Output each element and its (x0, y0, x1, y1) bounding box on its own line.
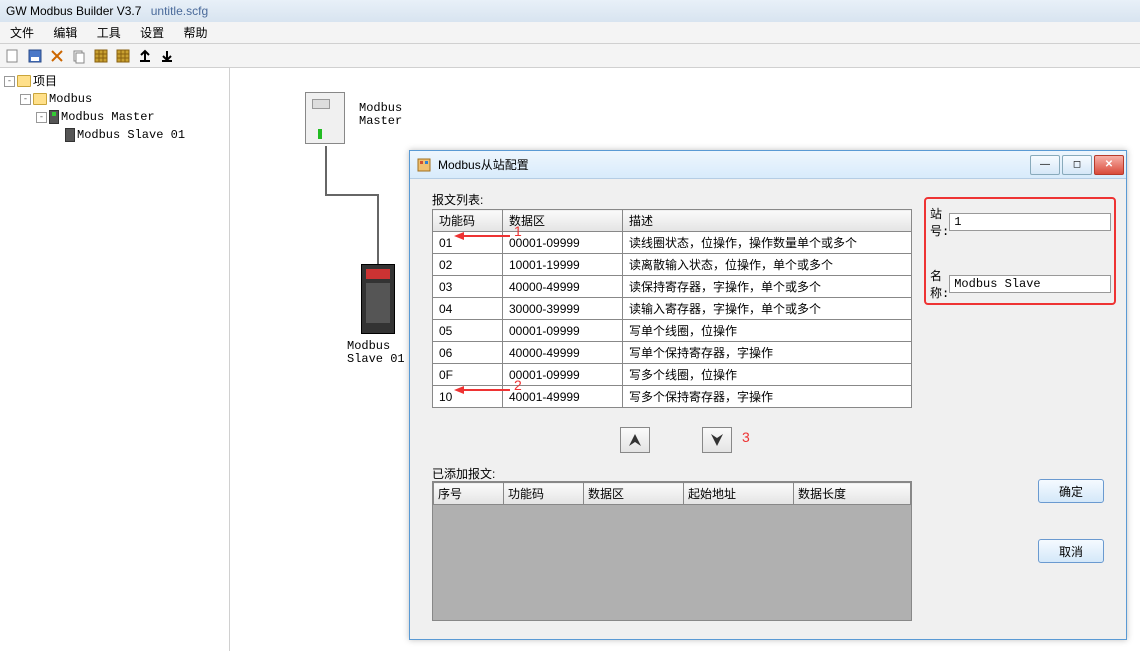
move-down-button[interactable] (702, 427, 732, 453)
tb-grid2-icon[interactable] (114, 47, 132, 65)
cell-desc: 写多个线圈，位操作 (623, 364, 912, 386)
folder-icon (33, 93, 47, 105)
menu-edit[interactable]: 编辑 (45, 22, 85, 44)
table-row[interactable]: 0500001-09999写单个线圈，位操作 (433, 320, 912, 342)
cell-desc: 读输入寄存器，字操作，单个或多个 (623, 298, 912, 320)
app-icon (416, 157, 432, 173)
tree-pane: - 项目 - Modbus (0, 68, 230, 651)
tb-cut-icon[interactable] (48, 47, 66, 65)
move-up-button[interactable] (620, 427, 650, 453)
name-input[interactable] (949, 275, 1111, 293)
canvas-pane: ModbusMaster ModbusSlave 01 Modbus从站配置 —… (231, 68, 1140, 651)
tree-master-label: Modbus Master (61, 108, 155, 126)
cell-da: 10001-19999 (503, 254, 623, 276)
cell-da: 00001-09999 (503, 320, 623, 342)
col-desc[interactable]: 描述 (623, 210, 912, 232)
cell-da: 40000-49999 (503, 276, 623, 298)
cell-desc: 读线圈状态，位操作，操作数量单个或多个 (623, 232, 912, 254)
link-line (377, 194, 379, 264)
tb-grid1-icon[interactable] (92, 47, 110, 65)
menu-bar: 文件 编辑 工具 设置 帮助 (0, 22, 1140, 44)
expander-icon[interactable]: - (36, 112, 47, 123)
link-line (325, 194, 379, 196)
device-icon (49, 110, 59, 124)
tb-new-icon[interactable] (4, 47, 22, 65)
tree-slave-label: Modbus Slave 01 (77, 126, 185, 144)
dialog-title: Modbus从站配置 (438, 156, 1028, 173)
folder-icon (17, 75, 31, 87)
col-da2[interactable]: 数据区 (584, 483, 684, 505)
annotation-arrow-2-icon (454, 383, 512, 397)
tree-slave[interactable]: Modbus Slave 01 (52, 126, 225, 144)
table-row[interactable]: 0210001-19999读离散输入状态，位操作，单个或多个 (433, 254, 912, 276)
tb-upload-icon[interactable] (136, 47, 154, 65)
close-button[interactable]: ✕ (1094, 155, 1124, 175)
tree-master[interactable]: - Modbus Master (36, 108, 225, 126)
cell-fc: 03 (433, 276, 503, 298)
canvas-master-device[interactable] (305, 92, 345, 146)
cell-desc: 读保持寄存器，字操作，单个或多个 (623, 276, 912, 298)
tb-copy-icon[interactable] (70, 47, 88, 65)
device-icon (65, 128, 75, 142)
ok-button[interactable]: 确定 (1038, 479, 1104, 503)
expander-icon[interactable]: - (20, 94, 31, 105)
annotation-number-1: 1 (514, 223, 522, 239)
canvas-slave-label: ModbusSlave 01 (347, 340, 405, 366)
cell-da: 30000-39999 (503, 298, 623, 320)
added-table[interactable]: 序号 功能码 数据区 起始地址 数据长度 (432, 481, 912, 621)
tb-save-icon[interactable] (26, 47, 44, 65)
col-fc2[interactable]: 功能码 (504, 483, 584, 505)
table-row[interactable]: 0340000-49999读保持寄存器，字操作，单个或多个 (433, 276, 912, 298)
cell-fc: 06 (433, 342, 503, 364)
tree-modbus-label: Modbus (49, 90, 92, 108)
annotation-number-2: 2 (514, 377, 522, 393)
minimize-button[interactable]: — (1030, 155, 1060, 175)
menu-file[interactable]: 文件 (2, 22, 42, 44)
table-row[interactable]: 0640000-49999写单个保持寄存器，字操作 (433, 342, 912, 364)
cell-desc: 读离散输入状态，位操作，单个或多个 (623, 254, 912, 276)
annotation-number-3: 3 (742, 429, 750, 445)
cell-fc: 05 (433, 320, 503, 342)
cell-da: 40000-49999 (503, 342, 623, 364)
cell-fc: 04 (433, 298, 503, 320)
table-row[interactable]: 0430000-39999读输入寄存器，字操作，单个或多个 (433, 298, 912, 320)
col-len[interactable]: 数据长度 (794, 483, 911, 505)
dialog-title-bar[interactable]: Modbus从站配置 — ◻ ✕ (410, 151, 1126, 179)
cell-desc: 写多个保持寄存器，字操作 (623, 386, 912, 408)
link-line (325, 146, 327, 194)
tree-modbus[interactable]: - Modbus (20, 90, 225, 108)
main-title-bar: GW Modbus Builder V3.7 untitle.scfg (0, 0, 1140, 22)
tb-download-icon[interactable] (158, 47, 176, 65)
cell-desc: 写单个线圈，位操作 (623, 320, 912, 342)
tree-root[interactable]: - 项目 (4, 72, 225, 90)
col-start[interactable]: 起始地址 (684, 483, 794, 505)
app-title: GW Modbus Builder V3.7 (6, 4, 141, 18)
menu-tool[interactable]: 工具 (89, 22, 129, 44)
menu-settings[interactable]: 设置 (132, 22, 172, 44)
file-name: untitle.scfg (151, 4, 208, 18)
cell-desc: 写单个保持寄存器，字操作 (623, 342, 912, 364)
msg-list-label: 报文列表: (432, 191, 483, 208)
expander-icon[interactable]: - (4, 76, 15, 87)
canvas-master-label: ModbusMaster (359, 102, 402, 128)
maximize-button[interactable]: ◻ (1062, 155, 1092, 175)
station-label: 站号: (930, 205, 949, 239)
added-label: 已添加报文: (432, 465, 495, 482)
annotation-arrow-1-icon (454, 229, 512, 243)
name-label: 名称: (930, 267, 949, 301)
tree-root-label: 项目 (33, 72, 57, 90)
station-input[interactable] (949, 213, 1111, 231)
cell-fc: 02 (433, 254, 503, 276)
cancel-button[interactable]: 取消 (1038, 539, 1104, 563)
tool-bar (0, 44, 1140, 68)
col-idx[interactable]: 序号 (434, 483, 504, 505)
canvas-slave-device[interactable] (361, 264, 395, 336)
slave-config-dialog: Modbus从站配置 — ◻ ✕ 报文列表: 功能码 数据区 描述 010000… (409, 150, 1127, 640)
menu-help[interactable]: 帮助 (175, 22, 215, 44)
